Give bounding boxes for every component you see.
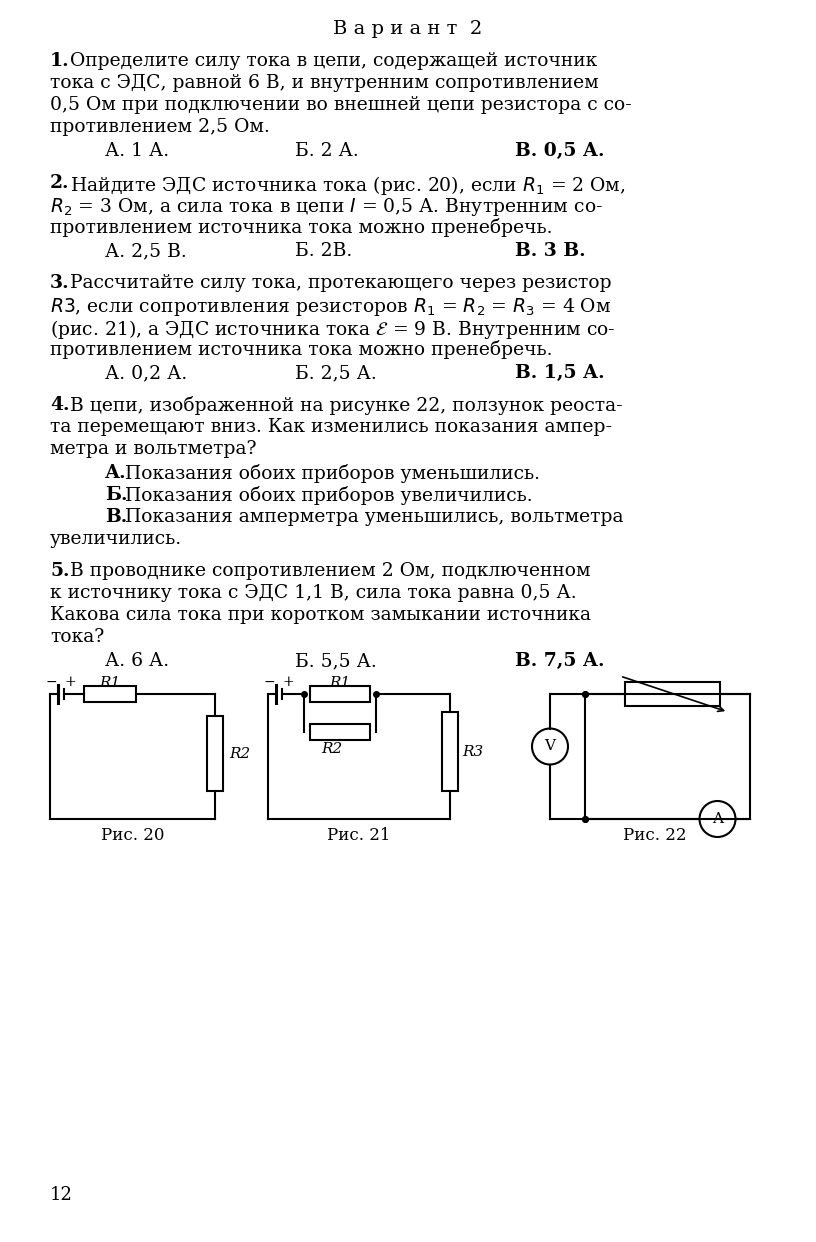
Bar <box>310 686 370 702</box>
Text: Показания амперметра уменьшились, вольтметра: Показания амперметра уменьшились, вольтм… <box>125 508 623 527</box>
Text: Рис. 20: Рис. 20 <box>100 827 164 845</box>
Text: противлением 2,5 Ом.: противлением 2,5 Ом. <box>50 118 270 137</box>
Text: тока с ЭДС, равной 6 В, и внутренним сопротивлением: тока с ЭДС, равной 6 В, и внутренним соп… <box>50 75 599 92</box>
Text: $R3$, если сопротивления резисторов $R_1$ = $R_2$ = $R_3$ = 4 Ом: $R3$, если сопротивления резисторов $R_1… <box>50 296 611 318</box>
Text: противлением источника тока можно пренебречь.: противлением источника тока можно пренеб… <box>50 219 552 237</box>
Text: A: A <box>712 812 723 826</box>
Bar <box>442 712 458 791</box>
Text: 4.: 4. <box>50 396 69 414</box>
Text: Б. 2В.: Б. 2В. <box>295 242 353 260</box>
Text: В цепи, изображенной на рисунке 22, ползунок реоста-: В цепи, изображенной на рисунке 22, полз… <box>70 396 623 415</box>
Text: R1: R1 <box>330 676 351 691</box>
Text: 3.: 3. <box>50 274 69 292</box>
Text: В. 7,5 А.: В. 7,5 А. <box>515 652 605 669</box>
Bar <box>625 682 720 705</box>
Text: Найдите ЭДС источника тока (рис. 20), если $R_1$ = 2 Ом,: Найдите ЭДС источника тока (рис. 20), ес… <box>70 174 626 197</box>
Text: Показания обоих приборов уменьшились.: Показания обоих приборов уменьшились. <box>125 465 540 483</box>
Text: −: − <box>45 674 57 689</box>
Text: Рассчитайте силу тока, протекающего через резистор: Рассчитайте силу тока, протекающего чере… <box>70 274 612 292</box>
Text: В а р и а н т  2: В а р и а н т 2 <box>334 20 482 39</box>
Text: V: V <box>544 739 556 754</box>
Text: +: + <box>282 674 294 689</box>
Text: А. 6 А.: А. 6 А. <box>105 652 169 669</box>
Text: R3: R3 <box>462 744 483 759</box>
Text: 2.: 2. <box>50 174 69 193</box>
Text: (рис. 21), а ЭДС источника тока $\mathcal{E}$ = 9 В. Внутренним со-: (рис. 21), а ЭДС источника тока $\mathca… <box>50 318 615 342</box>
Text: R2: R2 <box>322 741 343 756</box>
Text: Рис. 22: Рис. 22 <box>623 827 687 845</box>
Text: R2: R2 <box>229 746 251 760</box>
Bar <box>207 715 223 791</box>
Text: Б. 2 А.: Б. 2 А. <box>295 142 359 160</box>
Text: +: + <box>64 674 76 689</box>
Text: В проводнике сопротивлением 2 Ом, подключенном: В проводнике сопротивлением 2 Ом, подклю… <box>70 561 591 580</box>
Text: тока?: тока? <box>50 628 104 646</box>
Text: метра и вольтметра?: метра и вольтметра? <box>50 440 256 458</box>
Text: В.: В. <box>105 508 127 527</box>
Text: А. 2,5 В.: А. 2,5 В. <box>105 242 187 260</box>
Text: Определите силу тока в цепи, содержащей источник: Определите силу тока в цепи, содержащей … <box>70 52 597 70</box>
Text: 0,5 Ом при подключении во внешней цепи резистора с со-: 0,5 Ом при подключении во внешней цепи р… <box>50 96 632 114</box>
Text: R1: R1 <box>100 676 121 691</box>
Text: 1.: 1. <box>50 52 69 70</box>
Text: 12: 12 <box>50 1186 73 1203</box>
Text: та перемещают вниз. Как изменились показания ампер-: та перемещают вниз. Как изменились показ… <box>50 419 612 436</box>
Text: А. 1 А.: А. 1 А. <box>105 142 169 160</box>
Text: Какова сила тока при коротком замыкании источника: Какова сила тока при коротком замыкании … <box>50 606 591 623</box>
Text: Б. 2,5 А.: Б. 2,5 А. <box>295 364 377 383</box>
Bar <box>84 686 136 702</box>
Text: А.: А. <box>105 465 126 482</box>
Text: −: − <box>264 674 275 689</box>
Text: А. 0,2 А.: А. 0,2 А. <box>105 364 187 383</box>
Text: $R_2$ = 3 Ом, а сила тока в цепи $I$ = 0,5 А. Внутренним со-: $R_2$ = 3 Ом, а сила тока в цепи $I$ = 0… <box>50 196 603 219</box>
Text: Показания обоих приборов увеличились.: Показания обоих приборов увеличились. <box>125 486 533 505</box>
Text: Рис. 21: Рис. 21 <box>327 827 391 845</box>
Text: к источнику тока с ЭДС 1,1 В, сила тока равна 0,5 А.: к источнику тока с ЭДС 1,1 В, сила тока … <box>50 584 577 602</box>
Bar <box>310 724 370 740</box>
Text: В. 1,5 А.: В. 1,5 А. <box>515 364 605 383</box>
Text: увеличились.: увеличились. <box>50 530 182 548</box>
Text: противлением источника тока можно пренебречь.: противлением источника тока можно пренеб… <box>50 340 552 359</box>
Text: Б. 5,5 А.: Б. 5,5 А. <box>295 652 377 669</box>
Text: В. 0,5 А.: В. 0,5 А. <box>515 142 605 160</box>
Text: 5.: 5. <box>50 561 69 580</box>
Text: В. 3 В.: В. 3 В. <box>515 242 586 260</box>
Text: Б.: Б. <box>105 486 127 504</box>
